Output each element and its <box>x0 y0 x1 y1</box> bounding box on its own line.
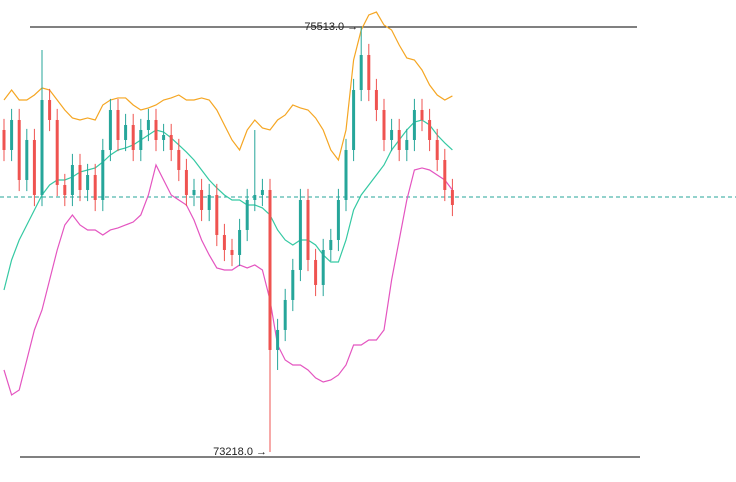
candle-body <box>93 174 97 200</box>
candle-body <box>215 194 219 235</box>
candle-body <box>412 109 416 140</box>
candle-body <box>108 109 112 150</box>
candle-body <box>162 134 166 140</box>
band-line <box>3 119 453 291</box>
candle-body <box>291 269 295 300</box>
candle-body <box>443 159 447 190</box>
candle-body <box>283 299 287 330</box>
candle-body <box>336 199 340 240</box>
candle-body <box>306 199 310 260</box>
candle-body <box>124 124 128 140</box>
candle-body <box>207 194 211 210</box>
candle-body <box>169 134 173 150</box>
candle-body <box>230 249 234 255</box>
candle-body <box>435 139 439 160</box>
candle-body <box>329 239 333 250</box>
candle-body <box>253 194 257 200</box>
candle-body <box>10 119 14 150</box>
candle-body <box>245 199 249 230</box>
candle-body <box>344 149 348 200</box>
candle-body <box>382 109 386 140</box>
candle-body <box>276 329 280 350</box>
candle-body <box>367 54 371 90</box>
candle-body <box>428 119 432 140</box>
candle-body <box>390 129 394 140</box>
candle-body <box>2 129 6 150</box>
candle-body <box>86 174 90 190</box>
candle-body <box>374 89 378 110</box>
candle-body <box>192 189 196 195</box>
candle-body <box>397 129 401 150</box>
candle-body <box>298 199 302 270</box>
candle-body <box>146 119 150 130</box>
candle-body <box>314 259 318 285</box>
max-label: 75513.0 → <box>304 21 358 33</box>
band-line <box>3 11 453 162</box>
candle-body <box>55 119 59 185</box>
candle-body <box>238 229 242 255</box>
candle-body <box>200 189 204 210</box>
candle-body <box>154 119 158 140</box>
candle-body <box>450 189 454 205</box>
candle-body <box>222 234 226 250</box>
candle-body <box>70 164 74 195</box>
candle-body <box>352 89 356 150</box>
candle-body <box>359 54 363 90</box>
candle-body <box>25 139 29 180</box>
min-label: 73218.0 → <box>213 446 267 458</box>
candle-body <box>48 99 52 120</box>
candle-body <box>40 99 44 195</box>
candle-body <box>321 249 325 285</box>
candle-body <box>131 124 135 150</box>
candle-body <box>420 109 424 120</box>
candle-body <box>177 149 181 170</box>
candle-body <box>184 169 188 195</box>
candle-body <box>32 139 36 195</box>
candle-body <box>139 129 143 150</box>
candle-body <box>63 184 67 195</box>
candle-body <box>268 189 272 350</box>
candle-body <box>17 119 21 180</box>
candle-body <box>101 149 105 200</box>
band-line <box>3 163 453 396</box>
candle-body <box>405 139 409 150</box>
candle-body <box>78 164 82 190</box>
candle-body <box>116 109 120 140</box>
candle-body <box>260 189 264 195</box>
